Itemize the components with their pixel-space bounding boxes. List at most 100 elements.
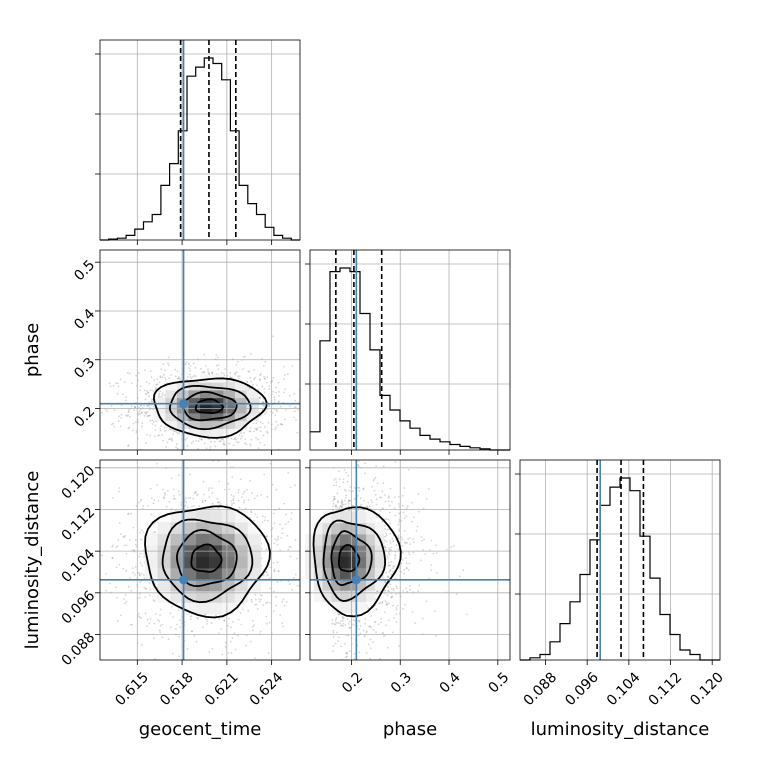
sample-point bbox=[148, 453, 150, 455]
sample-point bbox=[358, 651, 361, 654]
sample-point bbox=[178, 474, 180, 477]
sample-point bbox=[412, 538, 415, 540]
sample-point bbox=[386, 528, 389, 531]
sample-point bbox=[301, 580, 303, 582]
sample-point bbox=[127, 513, 129, 516]
sample-point bbox=[254, 427, 257, 430]
sample-point bbox=[131, 623, 133, 626]
sample-point bbox=[332, 650, 334, 653]
sample-point bbox=[242, 492, 244, 495]
sample-point bbox=[334, 642, 337, 645]
contour-level-2 bbox=[168, 384, 252, 431]
sample-point bbox=[189, 473, 191, 476]
sample-point bbox=[227, 482, 230, 485]
sample-point bbox=[338, 478, 341, 481]
sample-point bbox=[349, 500, 351, 502]
sample-point bbox=[393, 565, 396, 568]
sample-point bbox=[276, 543, 279, 546]
sample-point bbox=[402, 589, 404, 592]
sample-point bbox=[230, 437, 233, 440]
sample-point bbox=[290, 518, 293, 520]
sample-point bbox=[128, 426, 131, 429]
sample-point bbox=[259, 378, 261, 380]
sample-point bbox=[394, 514, 397, 517]
sample-point bbox=[138, 596, 141, 599]
sample-point bbox=[119, 378, 122, 381]
sample-point bbox=[189, 615, 192, 618]
density-cell bbox=[200, 420, 213, 429]
sample-point bbox=[235, 438, 237, 441]
sample-point bbox=[245, 644, 248, 647]
sample-point bbox=[385, 549, 387, 551]
density-cell bbox=[366, 511, 376, 524]
sample-point bbox=[281, 527, 284, 530]
sample-point bbox=[184, 504, 187, 507]
sample-point bbox=[178, 636, 181, 638]
sample-point bbox=[243, 499, 246, 502]
sample-point bbox=[146, 390, 149, 392]
sample-point bbox=[205, 618, 208, 621]
sample-point bbox=[278, 395, 280, 397]
sample-point bbox=[192, 497, 195, 500]
sample-point bbox=[408, 537, 411, 539]
sample-point bbox=[202, 371, 205, 373]
sample-point bbox=[250, 438, 253, 441]
sample-point bbox=[178, 493, 181, 496]
marker-line-layer bbox=[100, 40, 645, 660]
sample-point bbox=[289, 405, 291, 407]
sample-point bbox=[190, 630, 193, 633]
sample-point bbox=[228, 617, 231, 620]
y-tick-label: 0.112 bbox=[59, 504, 99, 544]
sample-point bbox=[289, 555, 292, 558]
sample-point bbox=[385, 602, 388, 604]
sample-point bbox=[253, 378, 256, 381]
sample-point bbox=[190, 377, 193, 380]
sample-point bbox=[143, 586, 146, 589]
sample-point bbox=[335, 618, 337, 621]
sample-point bbox=[146, 433, 148, 436]
sample-point bbox=[345, 497, 347, 499]
sample-point bbox=[353, 498, 356, 500]
sample-point bbox=[450, 546, 453, 549]
sample-point bbox=[381, 490, 384, 493]
sample-point bbox=[179, 619, 182, 622]
sample-point bbox=[349, 486, 352, 488]
sample-point bbox=[375, 608, 377, 610]
sample-point bbox=[165, 505, 168, 508]
sample-point bbox=[143, 555, 146, 558]
density-cell bbox=[313, 590, 324, 602]
sample-point bbox=[387, 495, 390, 498]
sample-point bbox=[357, 465, 360, 468]
density-cell bbox=[196, 567, 210, 580]
sample-point bbox=[262, 447, 264, 449]
sample-point bbox=[385, 532, 387, 535]
density-cell bbox=[144, 533, 159, 546]
sample-point bbox=[233, 632, 236, 635]
sample-point bbox=[129, 539, 132, 541]
x-tick-label: 0.120 bbox=[687, 669, 727, 709]
sample-point bbox=[337, 500, 340, 503]
sample-point bbox=[208, 438, 211, 440]
sample-point bbox=[401, 538, 404, 541]
sample-point bbox=[144, 398, 147, 401]
sample-point bbox=[349, 650, 351, 653]
sample-point bbox=[239, 460, 241, 462]
sample-point bbox=[346, 655, 348, 658]
sample-point bbox=[132, 526, 135, 529]
sample-point bbox=[395, 592, 398, 595]
sample-point bbox=[140, 411, 143, 414]
sample-point bbox=[295, 573, 297, 576]
sample-point bbox=[122, 535, 125, 538]
density-cell bbox=[313, 556, 324, 569]
sample-point bbox=[173, 430, 175, 433]
sample-point bbox=[148, 406, 151, 409]
sample-point bbox=[384, 581, 387, 584]
sample-point bbox=[223, 619, 226, 622]
sample-point bbox=[287, 373, 289, 376]
sample-point bbox=[151, 497, 153, 500]
sample-point bbox=[269, 587, 271, 590]
sample-point bbox=[373, 489, 376, 492]
sample-point bbox=[250, 510, 252, 513]
sample-point bbox=[150, 404, 152, 406]
sample-point bbox=[223, 374, 226, 377]
